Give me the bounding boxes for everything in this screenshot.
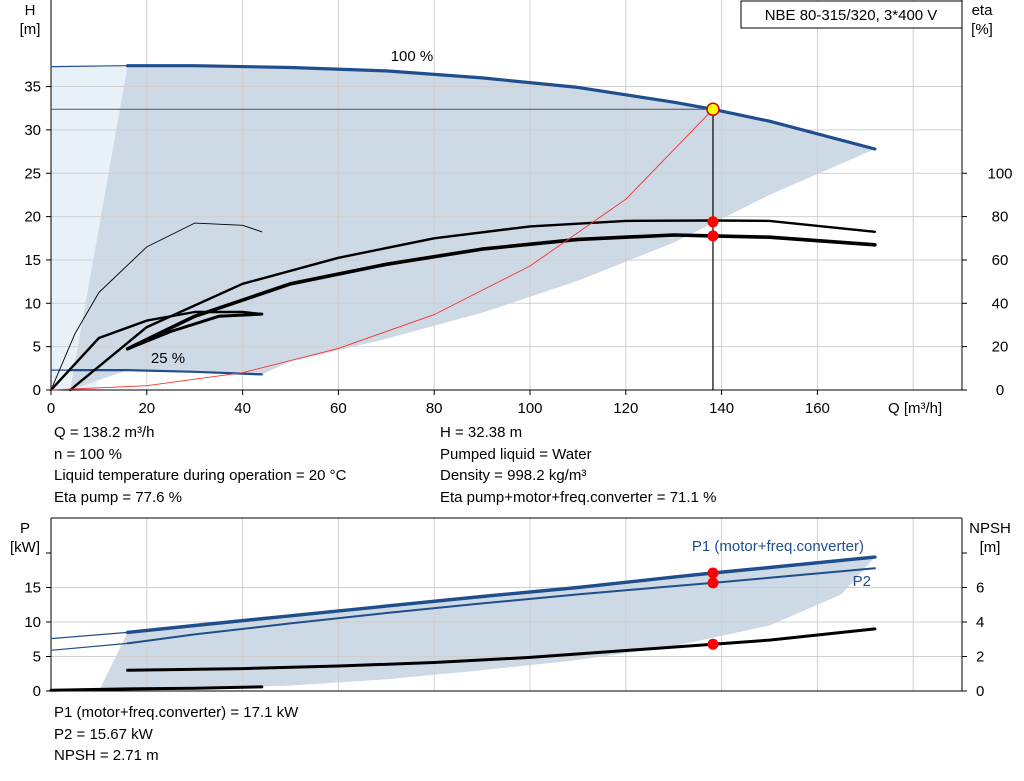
p2-marker bbox=[707, 577, 719, 589]
x-tick-label: 120 bbox=[613, 400, 638, 417]
info-density: Density = 998.2 kg/m³ bbox=[440, 467, 587, 484]
info-temperature: Liquid temperature during operation = 20… bbox=[54, 467, 347, 484]
p1-curve-ext bbox=[50, 631, 129, 640]
power-curve-25 bbox=[49, 685, 264, 692]
p2-series-label: P2 bbox=[853, 573, 871, 590]
x-axis-label: Q [m³/h] bbox=[888, 400, 942, 417]
npsh-axis-unit: [m] bbox=[980, 539, 1001, 556]
p2-curve-ext bbox=[50, 642, 129, 651]
eta-tick-label: 20 bbox=[992, 339, 1009, 356]
x-tick-label: 160 bbox=[805, 400, 830, 417]
h-tick-label: 0 bbox=[33, 382, 41, 399]
eta-curve-25 bbox=[49, 310, 263, 392]
p1-curve bbox=[125, 555, 877, 635]
eta-axis-unit: [%] bbox=[971, 21, 993, 38]
info-p1: P1 (motor+freq.converter) = 17.1 kW bbox=[54, 704, 299, 721]
p-tick-label: 5 bbox=[33, 649, 41, 666]
power-npsh-chart: 0 5 10 15 P [kW] 0 2 4 6 NPSH [m] P1 (motor+freq.con… bbox=[10, 517, 1011, 700]
p2-curve bbox=[126, 567, 876, 645]
eta-tick-label: 40 bbox=[992, 295, 1009, 312]
eta-tick-label: 80 bbox=[992, 209, 1009, 226]
p-axis-label: P bbox=[20, 520, 30, 537]
pump-label-box bbox=[740, 0, 963, 29]
p1-series-label: P1 (motor+freq.converter) bbox=[692, 538, 864, 555]
info-eta-total: Eta pump+motor+freq.converter = 71.1 % bbox=[440, 488, 717, 506]
p-tick-label: 15 bbox=[24, 580, 41, 597]
npsh-tick-label: 0 bbox=[976, 683, 984, 700]
h-axis-unit: [m] bbox=[20, 21, 41, 38]
light-region bbox=[51, 67, 130, 390]
info-top-right: H = 32.38 m Pumped liquid = Water Densit… bbox=[440, 422, 716, 508]
curve-label-100: 100 % bbox=[391, 48, 434, 65]
npsh-tick-label: 2 bbox=[976, 649, 984, 666]
h-tick-label: 35 bbox=[24, 79, 41, 96]
x-tick-label: 40 bbox=[234, 400, 251, 417]
info-flow: Q = 138.2 m³/h bbox=[54, 424, 155, 441]
info-npsh: NPSH = 2.71 m bbox=[54, 747, 159, 764]
p-tick-label: 10 bbox=[24, 614, 41, 631]
h-curve-100-ext bbox=[50, 65, 129, 68]
eta-total-marker bbox=[707, 230, 719, 242]
info-head: H = 32.38 m bbox=[440, 424, 523, 441]
curve-label-25: 25 % bbox=[151, 350, 185, 367]
info-top-left: Q = 138.2 m³/h n = 100 % Liquid temperat… bbox=[54, 422, 346, 508]
x-tick-label: 100 bbox=[517, 400, 542, 417]
x-tick-label: 60 bbox=[330, 400, 347, 417]
eta-pump-curve bbox=[68, 219, 877, 392]
h-tick-label: 5 bbox=[33, 339, 41, 356]
system-curve bbox=[50, 108, 714, 391]
operating-point-marker bbox=[706, 102, 720, 117]
h-tick-label: 15 bbox=[24, 252, 41, 269]
h-tick-label: 20 bbox=[24, 209, 41, 226]
info-eta-pump: Eta pump = 77.6 % bbox=[54, 488, 182, 506]
npsh-marker bbox=[707, 638, 719, 650]
x-tick-label: 80 bbox=[426, 400, 443, 417]
npsh-curve bbox=[126, 627, 877, 672]
x-tick-label: 20 bbox=[138, 400, 155, 417]
p-tick-label: 0 bbox=[33, 683, 41, 700]
x-tick-label: 0 bbox=[47, 400, 55, 417]
h-curve-25 bbox=[69, 369, 263, 376]
p1-marker bbox=[707, 567, 719, 579]
npsh-tick-label: 6 bbox=[976, 580, 984, 597]
h-curve-100 bbox=[125, 64, 877, 151]
operating-area bbox=[70, 65, 875, 390]
eta-total-curve bbox=[125, 233, 877, 351]
h-tick-label: 25 bbox=[24, 165, 41, 182]
eta-pump-curve-25 bbox=[50, 222, 263, 391]
eta-tick-label: 100 bbox=[987, 165, 1012, 182]
eta-tick-label: 0 bbox=[996, 382, 1004, 399]
x-tick-label: 140 bbox=[709, 400, 734, 417]
head-efficiency-chart: 0 20 40 60 80 100 120 140 160 Q [m³/h] 0 5 10 15 20 25 3… bbox=[20, 0, 1013, 417]
h-axis-label: H bbox=[25, 2, 36, 19]
eta-tick-label: 60 bbox=[992, 252, 1009, 269]
h-tick-label: 30 bbox=[24, 122, 41, 139]
npsh-axis-label: NPSH bbox=[969, 520, 1011, 537]
info-bottom: P1 (motor+freq.converter) = 17.1 kW P2 =… bbox=[54, 702, 298, 767]
info-liquid: Pumped liquid = Water bbox=[440, 445, 592, 463]
eta-axis-label: eta bbox=[972, 2, 994, 19]
h-tick-label: 10 bbox=[24, 295, 41, 312]
pump-label: NBE 80-315/320, 3*400 V bbox=[765, 7, 938, 24]
eta-pump-marker bbox=[707, 216, 719, 228]
info-speed: n = 100 % bbox=[54, 445, 122, 463]
info-p2: P2 = 15.67 kW bbox=[54, 725, 153, 743]
eta-total-curve-25 bbox=[126, 312, 264, 351]
npsh-tick-label: 4 bbox=[976, 614, 984, 631]
power-area bbox=[98, 557, 875, 691]
p-axis-unit: [kW] bbox=[10, 539, 40, 556]
